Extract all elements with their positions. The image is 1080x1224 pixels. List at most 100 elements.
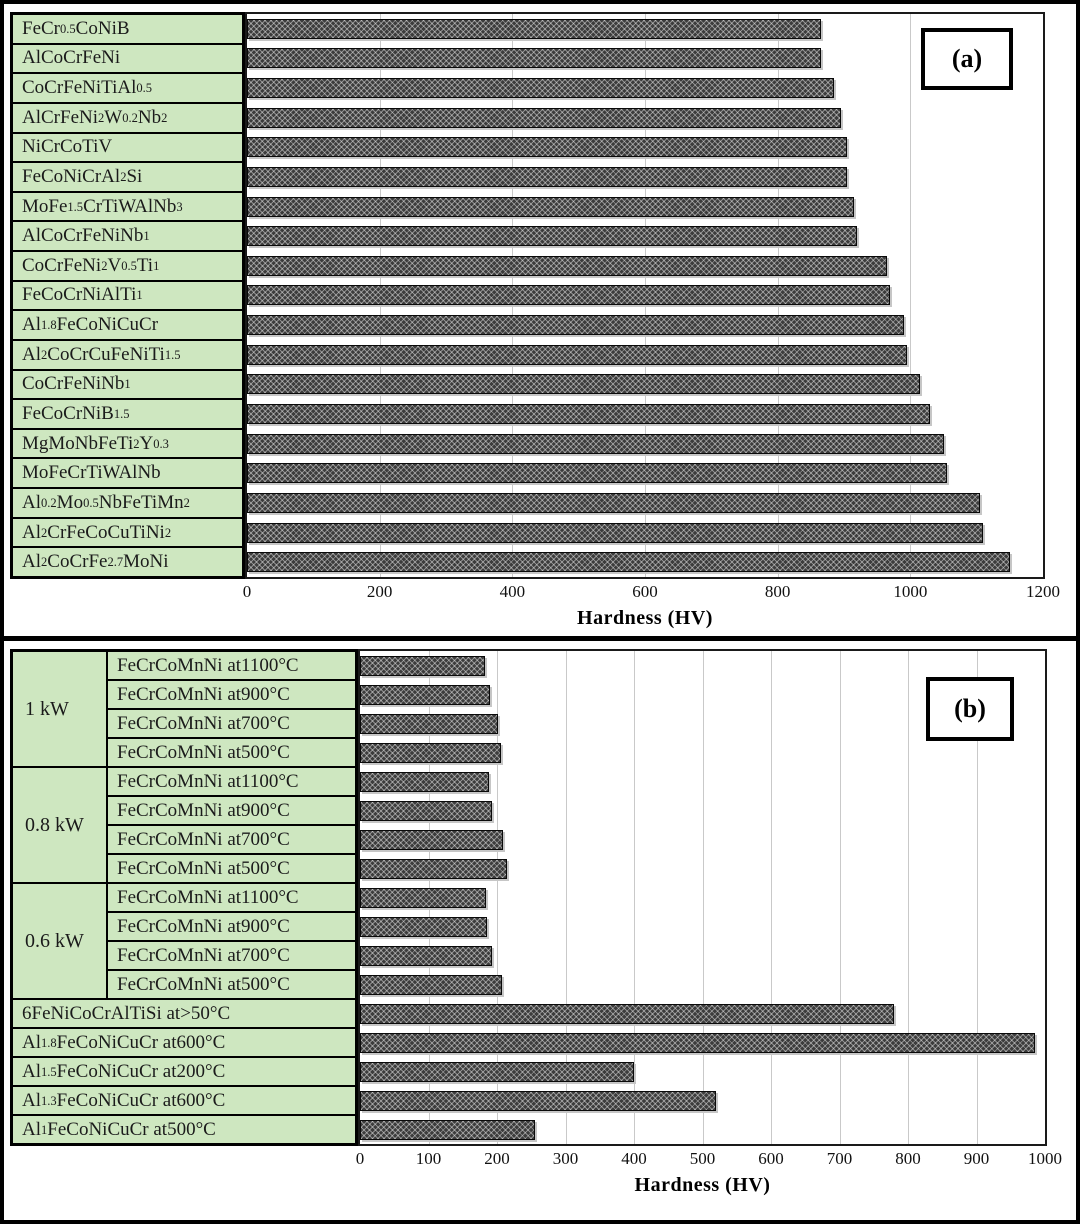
panel-tag-a: (a) (951, 44, 983, 73)
plot-area-b: (b) (358, 649, 1047, 1146)
bar (360, 1032, 1035, 1053)
bar (360, 771, 489, 792)
tick-label: 0 (355, 1149, 365, 1168)
bar-row (360, 970, 1045, 999)
tick-label: 100 (415, 1149, 442, 1168)
alloy-label: FeCrCoMnNi at1100°C (108, 884, 355, 911)
bar-row (247, 14, 1043, 44)
bar-row (360, 680, 1045, 709)
gridline (910, 14, 912, 577)
bar-row (360, 999, 1045, 1028)
bar (360, 800, 492, 821)
bar (360, 684, 491, 705)
bars-a (247, 14, 1043, 577)
bar-row (247, 488, 1043, 518)
bar (247, 78, 835, 99)
alloy-label: FeCrCoMnNi at700°C (108, 826, 355, 853)
gridline (634, 651, 635, 1144)
alloy-label: Al 2 CoCrCuFeNiTi 1.5 (13, 340, 242, 369)
gridline (565, 651, 567, 1144)
tick-label: 900 (963, 1149, 990, 1168)
power-group-label: 0.8 kW (13, 768, 106, 882)
alloy-label: AlCoCrFeNi (13, 44, 242, 73)
gridline (839, 651, 841, 1144)
bar (360, 945, 493, 966)
panel-tag-box-a: (a) (921, 28, 1013, 90)
alloy-label: FeCrCoMnNi at900°C (108, 681, 355, 708)
bar-row (360, 767, 1045, 796)
bar-row (360, 1057, 1045, 1086)
bar-row (247, 44, 1043, 74)
alloy-label: CoCrFeNiTiAl 0.5 (13, 74, 242, 102)
bar-row (360, 709, 1045, 738)
tick-label: 400 (499, 582, 526, 601)
tick-label: 200 (484, 1149, 510, 1168)
bar (247, 196, 854, 217)
bar (360, 916, 487, 937)
bar (247, 374, 921, 395)
panel-tag-box-b: (b) (926, 677, 1014, 741)
tick-label: 800 (764, 582, 791, 601)
alloy-label: Al 1.3 FeCoNiCuCr at600°C (13, 1087, 355, 1114)
alloy-label: FeCrCoMnNi at700°C (108, 942, 355, 969)
alloy-label: NiCrCoTiV (13, 133, 242, 162)
gridline (908, 651, 909, 1144)
alloy-label: MgMoNbFeTi 2 Y 0.3 (13, 429, 242, 458)
bar (247, 255, 888, 276)
tick-label: 1200 (1026, 582, 1060, 601)
alloy-label: Al 1.8 FeCoNiCuCr (13, 311, 242, 339)
bar-row (247, 281, 1043, 311)
bar-row (360, 1028, 1045, 1057)
bar-row (247, 429, 1043, 459)
chart-row-a: FeCr 0.5 CoNiB AlCoCrFeNi CoCrFeNiTiAl 0.5 AlC… (10, 12, 1076, 579)
bar-row (360, 854, 1045, 883)
alloy-label: CoCrFeNiNb 1 (13, 370, 242, 399)
alloy-label: MoFeCrTiWAlNb (13, 459, 242, 488)
bar (247, 48, 821, 69)
alloy-label: FeCrCoMnNi at500°C (108, 855, 355, 882)
alloy-label: FeCrCoMnNi at500°C (108, 971, 355, 998)
bar (247, 463, 947, 484)
bar (360, 655, 486, 676)
bar-row (247, 73, 1043, 103)
bar (360, 713, 498, 734)
tick-label: 1000 (893, 582, 928, 601)
bar-row (247, 310, 1043, 340)
power-group-label: 1 kW (13, 652, 106, 766)
gridline (702, 651, 704, 1144)
alloy-label: Al 2 CrFeCoCuTiNi 2 (13, 518, 242, 547)
alloy-label: FeCrCoMnNi at1100°C (108, 768, 355, 795)
bar-row (360, 825, 1045, 854)
panel-tag-b: (b) (954, 694, 986, 723)
bar-row (360, 796, 1045, 825)
tick-label: 500 (689, 1149, 716, 1168)
alloy-label: Al 1.5 FeCoNiCuCr at200°C (13, 1058, 355, 1085)
tick-label: 0 (242, 582, 252, 601)
bar (247, 18, 821, 39)
bar-row (360, 912, 1045, 941)
bar-row (247, 103, 1043, 133)
alloy-label: Al 1.8 FeCoNiCuCr at600°C (13, 1029, 355, 1056)
bar (247, 404, 931, 425)
alloy-label: FeCrCoMnNi at1100°C (108, 652, 355, 679)
alloy-label: FeCrCoMnNi at700°C (108, 710, 355, 737)
alloy-label: FeCoCrNiB 1.5 (13, 400, 242, 428)
bar-row (247, 192, 1043, 222)
bar (360, 1090, 717, 1111)
bar-row (360, 1086, 1045, 1115)
bar-row (360, 738, 1045, 767)
bar-row (247, 162, 1043, 192)
tick-label: 600 (758, 1149, 784, 1168)
bar (360, 1061, 634, 1082)
power-group-label: 0.6 kW (13, 884, 106, 998)
bar-row (360, 941, 1045, 970)
bar-row (247, 133, 1043, 163)
bar (360, 1003, 895, 1024)
tick-label: 300 (552, 1149, 579, 1168)
bar (247, 315, 904, 336)
gridline (976, 651, 978, 1144)
x-axis-title-a-text: Hardness (HV) (577, 607, 713, 629)
alloy-label-table-b: 1 kW FeCrCoMnNi at1100°C FeCrCoMnNi at900°… (10, 649, 358, 1146)
alloy-label: AlCoCrFeNiNb 1 (13, 222, 242, 251)
alloy-label: Al 0.2 Mo 0.5 NbFeTiMn 2 (13, 489, 242, 517)
